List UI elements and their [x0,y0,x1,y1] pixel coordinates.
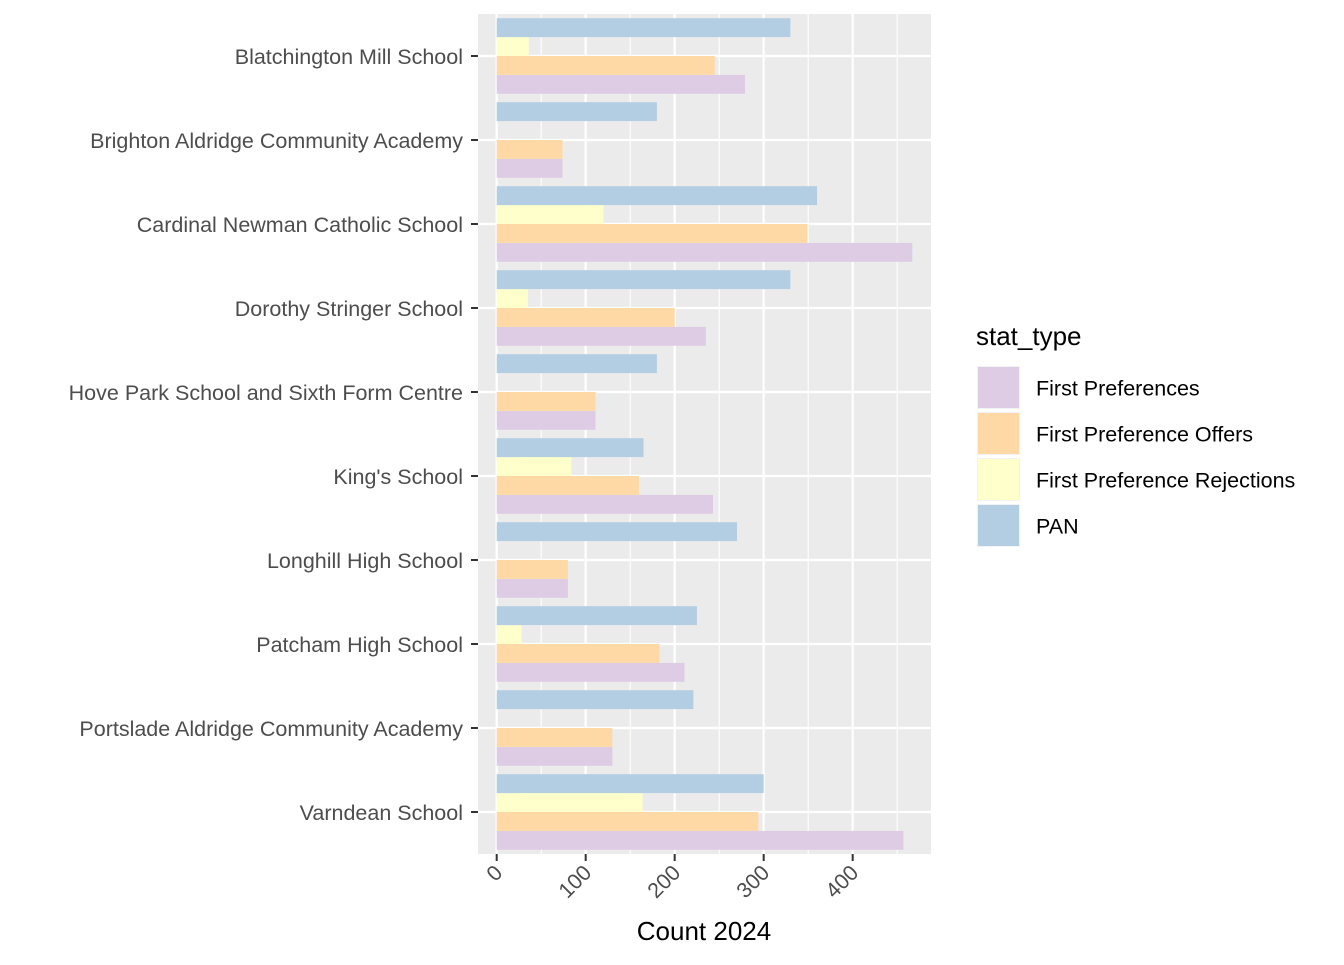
legend-key [978,459,1019,500]
x-axis: 0 100 200 300 400 [482,854,863,903]
bar [496,392,596,411]
bar [496,205,604,224]
bar [496,224,808,243]
bar [496,625,522,644]
bar [496,746,613,766]
bar [496,438,644,458]
bar [496,56,715,75]
legend-label: First Preference Offers [1036,423,1253,447]
y-tick-label: Brighton Aldridge Community Academy [90,129,463,153]
bar [496,662,685,682]
bar [496,644,660,663]
y-tick-label: Portslade Aldridge Community Academy [79,717,463,741]
bar [496,270,791,290]
y-axis: Blatchington Mill School Brighton Aldridg… [69,45,478,825]
bar [496,289,528,308]
bar [496,793,643,812]
bar [496,578,568,598]
legend-key [978,413,1019,454]
legend-label: First Preferences [1036,377,1200,401]
bar [496,522,737,542]
bar [496,812,759,831]
legend-key [978,505,1019,546]
x-tick-label: 100 [554,861,596,903]
bar [496,242,913,262]
bar [496,102,657,122]
y-tick-label: Blatchington Mill School [235,45,463,69]
bar [496,308,675,327]
legend-label: First Preference Rejections [1036,469,1295,493]
y-tick-label: King's School [333,465,463,489]
y-tick-label: Cardinal Newman Catholic School [137,213,463,237]
bar [496,494,713,514]
legend-key [978,367,1019,408]
bar [496,728,613,747]
x-tick-label: 200 [643,861,685,903]
y-tick-label: Dorothy Stringer School [235,297,463,321]
bar [496,326,706,346]
bar [496,158,563,178]
x-axis-title: Count 2024 [637,916,771,946]
bar [496,830,904,850]
bar [496,37,529,56]
y-tick-label: Patcham High School [256,633,463,657]
bar [496,18,791,38]
bar [496,606,697,626]
legend-label: PAN [1036,515,1079,539]
bar [496,476,640,495]
bar [496,186,818,206]
bar [496,410,596,430]
bar [496,560,568,579]
bars [496,18,913,850]
x-tick-label: 300 [732,861,774,903]
bar [496,774,764,794]
y-tick-label: Hove Park School and Sixth Form Centre [69,381,463,405]
y-tick-label: Longhill High School [267,549,463,573]
y-tick-label: Varndean School [300,801,463,825]
bar [496,74,745,94]
x-tick-label: 0 [482,861,507,886]
bar [496,140,563,159]
bar [496,457,572,476]
x-tick-label: 400 [821,861,863,903]
legend-title: stat_type [976,321,1082,351]
legend: stat_type First Preferences First Prefere… [976,321,1295,547]
bar [496,690,694,710]
bar [496,354,657,374]
